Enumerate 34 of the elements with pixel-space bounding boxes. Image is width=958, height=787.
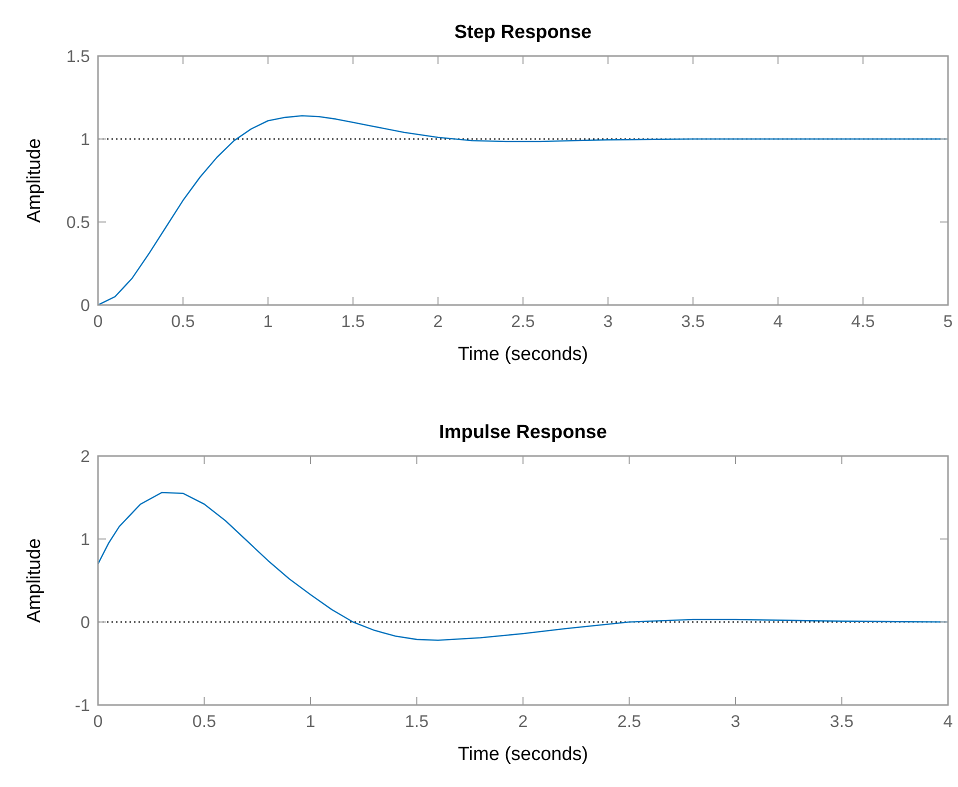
x-tick-label: 0.5 (192, 712, 216, 731)
y-tick-label: 0 (80, 296, 90, 315)
y-axis-title: Amplitude (24, 538, 45, 623)
x-tick-label: 0 (93, 712, 103, 731)
y-tick-label: 0 (80, 613, 90, 632)
x-tick-label: 1.5 (404, 712, 429, 731)
y-tick-label: 0.5 (66, 213, 90, 232)
chart-title: Step Response (454, 22, 592, 43)
x-tick-label: 4 (773, 312, 783, 331)
x-tick-label: 2.5 (511, 312, 535, 331)
x-tick-label: 4 (943, 712, 953, 731)
x-tick-label: 1 (306, 712, 316, 731)
y-tick-label: 1 (80, 530, 90, 549)
x-tick-label: 0.5 (171, 312, 195, 331)
x-tick-label: 0 (93, 312, 103, 331)
x-tick-label: 3 (730, 712, 740, 731)
y-tick-label: 1 (80, 130, 90, 149)
x-tick-label: 2 (518, 712, 528, 731)
x-tick-label: 2.5 (617, 712, 642, 731)
y-tick-label: 1.5 (66, 47, 90, 66)
y-axis-title: Amplitude (24, 138, 45, 223)
y-tick-label: -1 (74, 696, 90, 715)
x-tick-label: 3.5 (830, 712, 854, 731)
x-tick-label: 3 (603, 312, 613, 331)
x-tick-label: 4.5 (851, 312, 875, 331)
x-tick-label: 2 (433, 312, 443, 331)
chart-title: Impulse Response (439, 422, 607, 443)
x-tick-label: 3.5 (681, 312, 705, 331)
y-tick-label: 2 (80, 447, 90, 466)
x-axis-title: Time (seconds) (458, 744, 588, 765)
x-axis-title: Time (seconds) (458, 344, 588, 365)
x-tick-label: 1.5 (341, 312, 365, 331)
x-tick-label: 1 (263, 312, 273, 331)
x-tick-label: 5 (943, 312, 953, 331)
